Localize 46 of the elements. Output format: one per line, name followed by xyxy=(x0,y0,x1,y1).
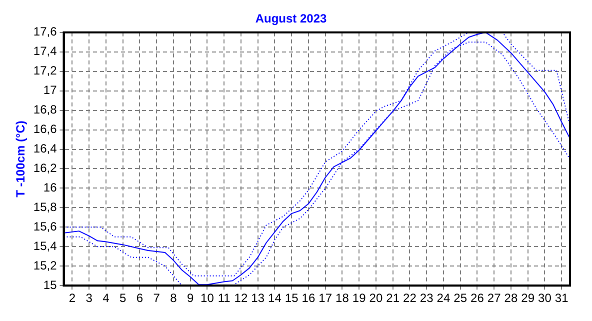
x-tick-label: 18 xyxy=(336,291,350,306)
x-tick-label: 22 xyxy=(403,291,417,306)
x-tick-label: 15 xyxy=(284,291,299,306)
x-tick-label: 9 xyxy=(186,291,194,306)
x-tick-label: 30 xyxy=(538,291,552,306)
x-tick-label: 11 xyxy=(218,291,231,306)
x-tick-label: 19 xyxy=(352,291,366,306)
x-tick-label: 20 xyxy=(369,291,383,306)
x-tick-label: 3 xyxy=(86,291,93,306)
y-tick-label: 15 xyxy=(43,278,58,292)
y-tick-label: 15,4 xyxy=(33,238,58,253)
y-tick-label: 17,4 xyxy=(33,44,58,58)
y-tick-label: 15,8 xyxy=(33,200,58,214)
y-tick-label: 15,2 xyxy=(33,258,58,272)
x-tick-label: 2 xyxy=(68,291,76,306)
x-tick-label: 27 xyxy=(487,291,502,306)
x-tick-label: 13 xyxy=(251,291,265,306)
x-tick-label: 7 xyxy=(153,291,160,306)
x-tick-label: 12 xyxy=(234,291,248,306)
x-tick-label: 8 xyxy=(170,291,178,306)
y-tick-label: 16,8 xyxy=(33,102,58,117)
x-tick-label: 14 xyxy=(268,291,282,306)
x-tick-label: 21 xyxy=(386,291,400,306)
y-axis-title: T -100cm (°C) xyxy=(14,120,28,198)
x-tick-label: 6 xyxy=(136,291,144,306)
x-tick-label: 17 xyxy=(318,291,332,306)
y-tick-label: 17 xyxy=(43,83,58,98)
x-tick-label: 23 xyxy=(420,291,434,306)
x-tick-label: 31 xyxy=(554,291,569,306)
x-tick-label: 26 xyxy=(470,291,484,306)
y-tick-label: 17,2 xyxy=(33,64,58,78)
y-tick-label: 16,4 xyxy=(33,142,58,156)
x-tick-label: 5 xyxy=(119,291,126,306)
y-tick-label: 15,6 xyxy=(33,219,58,234)
y-tick-label: 17,6 xyxy=(33,24,58,39)
x-tick-label: 4 xyxy=(102,291,110,306)
x-tick-label: 28 xyxy=(504,291,518,306)
x-tick-label: 10 xyxy=(200,291,214,306)
y-tick-label: 16 xyxy=(43,180,58,195)
x-tick-label: 24 xyxy=(436,291,450,306)
x-tick-label: 25 xyxy=(454,291,468,306)
x-tick-label: 29 xyxy=(521,291,535,306)
y-tick-label: 16,6 xyxy=(33,122,58,136)
x-tick-label: 16 xyxy=(302,291,316,306)
y-tick-label: 16,2 xyxy=(33,161,58,176)
chart-title: August 2023 xyxy=(255,12,327,26)
